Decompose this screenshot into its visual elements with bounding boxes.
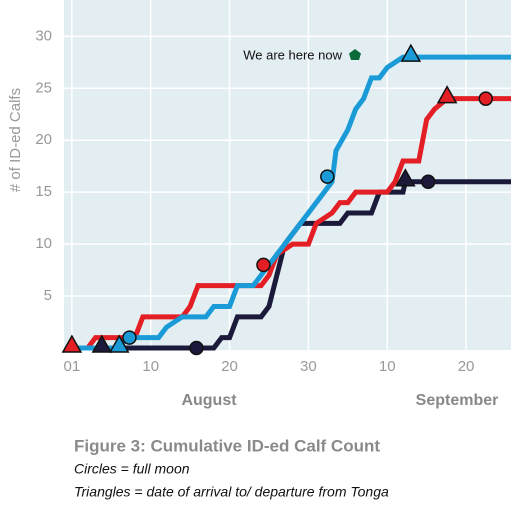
arrival-marker	[61, 334, 83, 353]
annotation: We are here now	[243, 47, 342, 62]
x-tick-label: 10	[379, 358, 396, 375]
y-axis-label: # of ID-ed Calfs	[7, 88, 24, 192]
arrival-marker	[91, 334, 113, 353]
y-tick-label: 30	[35, 27, 52, 44]
series-line	[71, 54, 511, 351]
full-moon-marker	[478, 91, 494, 106]
x-tick-label: 10	[142, 358, 159, 375]
x-tick-label: 20	[458, 358, 475, 375]
annotation-marker	[349, 49, 361, 60]
full-moon-marker	[256, 257, 271, 273]
arrival-marker	[436, 85, 458, 104]
series-line	[71, 96, 511, 351]
full-moon-marker	[320, 169, 335, 184]
x-tick-label: 30	[300, 358, 317, 375]
full-moon-marker	[189, 340, 204, 356]
arrival-marker	[395, 168, 416, 187]
y-tick-label: 20	[35, 131, 52, 148]
x-tick-label: 01	[64, 358, 81, 375]
full-moon-marker	[420, 174, 436, 190]
arrival-marker	[400, 43, 422, 62]
caption-line: Circles = full moon	[74, 461, 190, 477]
month-label: September	[416, 392, 499, 409]
arrival-marker	[108, 334, 130, 353]
caption-line: Triangles = date of arrival to/ departur…	[74, 484, 389, 500]
full-moon-marker	[122, 330, 137, 345]
month-label: August	[181, 392, 237, 409]
y-tick-label: 15	[35, 183, 52, 200]
y-tick-label: 25	[35, 79, 52, 96]
caption-title: Figure 3: Cumulative ID-ed Calf Count	[74, 436, 380, 455]
x-tick-label: 20	[221, 358, 238, 375]
y-tick-label: 5	[44, 287, 52, 304]
y-tick-label: 10	[35, 235, 52, 252]
